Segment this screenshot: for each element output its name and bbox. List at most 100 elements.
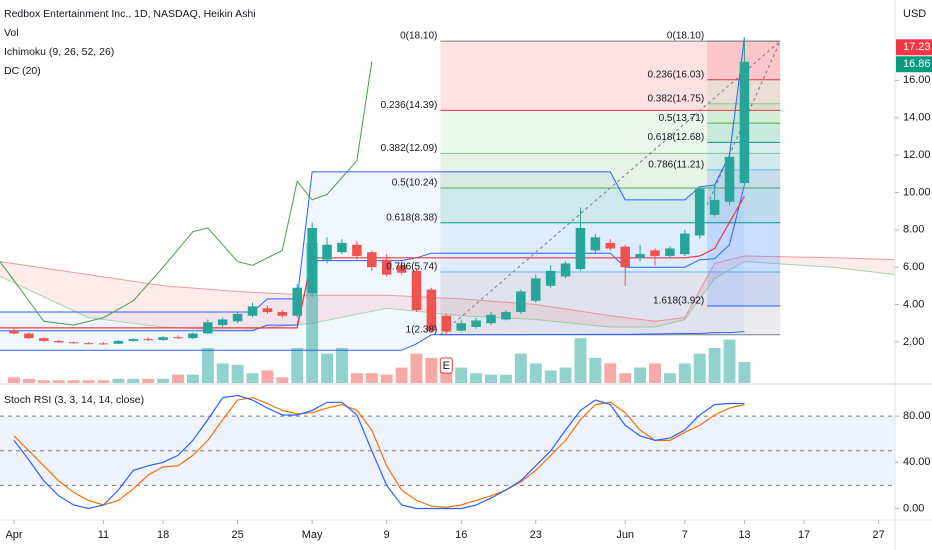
volume-bar: [22, 378, 35, 383]
volume-bar: [172, 374, 184, 383]
y-tick-label: 14.00: [903, 112, 931, 124]
stoch-tick-label: 40.00: [903, 456, 931, 468]
volume-bar: [365, 373, 378, 383]
stoch-layer: [0, 394, 895, 510]
volume-bar: [499, 374, 512, 383]
event-marker: [439, 357, 453, 374]
volume-bar: [485, 374, 497, 383]
fib-label: 0.786(11.21): [648, 159, 704, 170]
volume-bar: [350, 373, 363, 383]
candle-body: [143, 339, 153, 341]
candle-body: [545, 270, 556, 286]
volume-bar: [335, 348, 348, 383]
candle-body: [24, 333, 34, 339]
fib-label: 0.5(10.24): [392, 178, 438, 189]
candle-body: [53, 340, 64, 343]
volume-bar: [97, 380, 110, 383]
x-tick-label: 27: [872, 529, 884, 541]
candle-body: [277, 312, 288, 316]
volume-layer: [8, 243, 751, 383]
candle-body: [217, 319, 228, 326]
volume-bar: [201, 348, 214, 383]
candle-body: [471, 320, 481, 327]
ichimoku-base: [0, 195, 745, 329]
volume-bar: [306, 243, 319, 383]
volume-bar: [291, 348, 304, 383]
volume-bar: [82, 380, 95, 383]
x-tick-label: 17: [798, 529, 810, 541]
candle-body: [694, 188, 705, 236]
fib-band: [707, 169, 781, 307]
volume-bar: [604, 363, 617, 383]
y-tick-label: 10.00: [903, 186, 931, 198]
candle-body: [396, 265, 407, 273]
candle-body: [247, 306, 258, 316]
candle-body: [292, 287, 303, 316]
fib-trend: [440, 40, 781, 336]
candle-body: [352, 244, 362, 256]
dc-basis: [0, 184, 745, 332]
volume-bar: [142, 378, 155, 383]
volume-bar: [708, 348, 721, 383]
price-tag: [896, 39, 932, 56]
candle-body: [411, 270, 422, 311]
legend-item: Vol: [4, 27, 19, 39]
volume-bar: [186, 374, 199, 383]
x-tick-label: Apr: [5, 529, 22, 541]
legend: Redbox Entertainment Inc., 1D, NASDAQ, H…: [4, 8, 256, 406]
candle-body: [232, 313, 243, 322]
candle-body: [739, 61, 750, 184]
candle-body: [501, 312, 511, 320]
volume-bar: [112, 378, 125, 383]
volume-bar: [127, 378, 140, 383]
fib-label: 0.618(8.38): [386, 212, 437, 223]
y-tick-label: 8.00: [903, 224, 924, 236]
volume-bar: [246, 373, 259, 383]
x-tick-label: 9: [384, 529, 390, 541]
currency-label: USD: [903, 8, 926, 20]
fib-label: 0.786(5.74): [386, 262, 437, 273]
candle-body: [441, 315, 452, 332]
price-tag-label: 17.23: [903, 41, 931, 53]
chart-title: Redbox Entertainment Inc., 1D, NASDAQ, H…: [4, 8, 256, 20]
candle-body: [262, 308, 273, 313]
candle-body: [620, 246, 630, 268]
fib-label: 0.618(12.68): [647, 132, 704, 143]
candle-body: [650, 250, 660, 256]
volume-bar: [693, 353, 706, 383]
x-tick-label: 16: [455, 529, 467, 541]
x-tick-label: Jun: [616, 529, 634, 541]
volume-bar: [514, 353, 527, 383]
candle-body: [322, 244, 332, 260]
indicator-layer: [0, 37, 745, 351]
price-tag-label: 16.86: [903, 58, 931, 70]
fib-label: 0.5(13.71): [659, 113, 705, 124]
fib-band: [440, 110, 781, 154]
volume-bar: [529, 363, 542, 383]
volume-bar: [723, 339, 736, 383]
ichimoku-chikou: [0, 61, 373, 326]
fib-band: [440, 272, 781, 335]
y-tick-label: 2.00: [903, 336, 924, 348]
volume-bar: [589, 357, 602, 383]
fib-band: [440, 187, 781, 223]
x-tick-label: 7: [682, 529, 688, 541]
candle-body: [709, 199, 720, 215]
x-tick-label: 13: [738, 529, 750, 541]
candle-body: [39, 338, 49, 341]
volume-bar: [559, 367, 572, 383]
candle-body: [426, 289, 437, 331]
candle-body: [83, 343, 94, 345]
legend-item: DC (20): [4, 65, 41, 77]
candle-body: [635, 254, 645, 258]
volume-bar: [276, 377, 289, 383]
volume-bar: [395, 367, 408, 383]
fib-band: [440, 41, 781, 111]
volume-bar: [231, 364, 244, 383]
candle-body: [173, 337, 183, 339]
candle-layer: E: [9, 37, 750, 374]
volume-bar: [157, 378, 170, 383]
volume-bar: [425, 357, 438, 383]
volume-bar: [37, 380, 50, 383]
